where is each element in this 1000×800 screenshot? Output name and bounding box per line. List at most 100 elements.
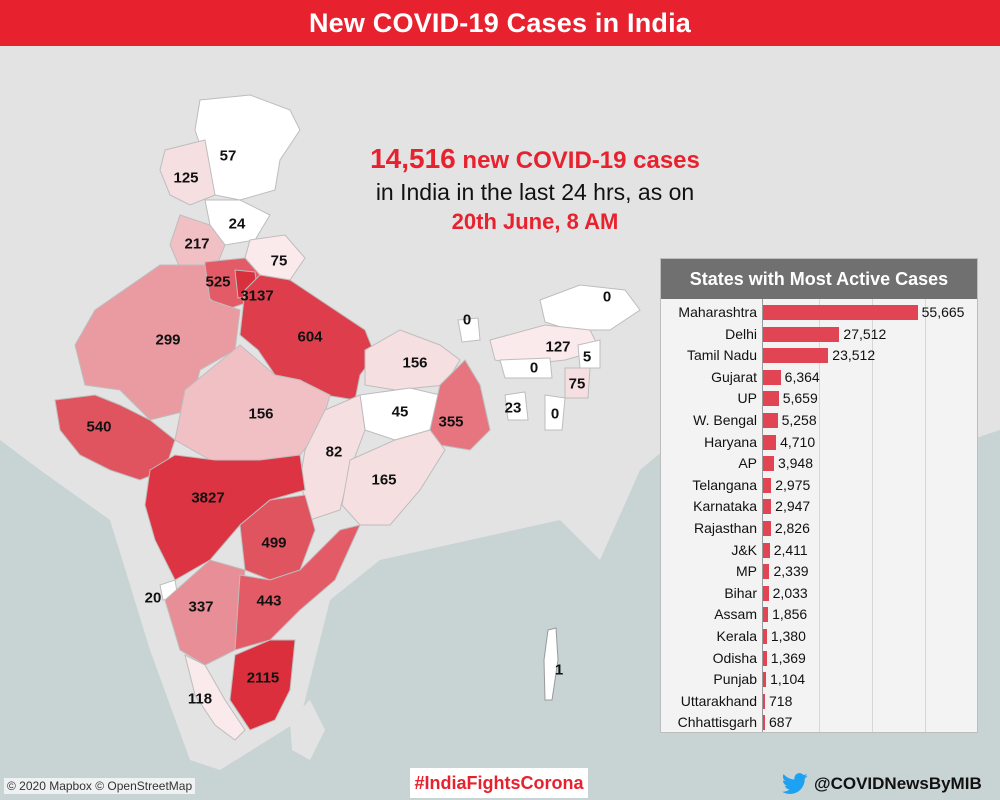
- state-tripura[interactable]: [504, 391, 529, 421]
- bar[interactable]: [763, 434, 777, 450]
- headline-count: 14,516: [370, 143, 456, 174]
- bar[interactable]: [763, 413, 778, 428]
- bar[interactable]: [763, 369, 781, 385]
- state-up[interactable]: [239, 274, 376, 401]
- bar-value-label: 55,665: [921, 304, 965, 320]
- state-jk[interactable]: [159, 139, 216, 206]
- bar-category-label: AP: [738, 455, 757, 472]
- bar-category-label: Punjab: [713, 671, 757, 688]
- label-karnataka: 337: [188, 598, 214, 616]
- label-tamilnadu: 2115: [246, 669, 280, 687]
- bar-category-label: Haryana: [704, 433, 757, 450]
- bar-row: Assam 1,856: [661, 604, 977, 626]
- state-telangana[interactable]: [239, 494, 316, 581]
- bar[interactable]: [763, 693, 765, 709]
- label-up: 604: [297, 328, 323, 346]
- bar-row: Maharashtra 55,665: [661, 302, 977, 324]
- bar[interactable]: [763, 629, 767, 644]
- bar-value-label: 2,411: [773, 541, 808, 558]
- bar-category-label: Karnataka: [693, 498, 757, 515]
- bar-category-label: Assam: [714, 606, 757, 623]
- bar-row: Karnataka 2,947: [661, 496, 977, 518]
- state-manipur[interactable]: [564, 367, 591, 399]
- bar-value-label: 718: [769, 692, 793, 709]
- gridline: [819, 299, 820, 732]
- map-credit[interactable]: © 2020 Mapbox © OpenStreetMap: [4, 778, 196, 794]
- bar-row: Kerala 1,380: [661, 626, 977, 648]
- bar[interactable]: [763, 499, 772, 515]
- bar-row: Uttarakhand 718: [661, 691, 977, 713]
- state-nagaland[interactable]: [577, 339, 601, 369]
- bar-category-label: Kerala: [716, 628, 757, 644]
- headline-line2: in India in the last 24 hrs, as on: [375, 179, 695, 205]
- bar[interactable]: [763, 348, 829, 364]
- bar-category-label: Rajasthan: [693, 520, 757, 536]
- label-maharashtra: 3827: [191, 489, 225, 507]
- label-gujarat: 540: [86, 418, 112, 436]
- bar-row: Tamil Nadu 23,512: [661, 345, 977, 367]
- bar[interactable]: [763, 326, 840, 342]
- active-cases-panel: States with Most Active Cases Maharashtr…: [660, 258, 978, 733]
- page-title-banner: New COVID-19 Cases in India: [0, 0, 1000, 46]
- label-haryana: 525: [205, 273, 231, 291]
- bar-value-label: 1,104: [770, 671, 806, 688]
- twitter-handle[interactable]: @COVIDNewsByMIB: [782, 770, 982, 798]
- state-meghalaya[interactable]: [499, 357, 553, 379]
- bar[interactable]: [763, 521, 771, 536]
- state-rajasthan[interactable]: [74, 264, 241, 421]
- label-nagaland: 5: [582, 348, 592, 366]
- bar-row: Rajasthan 2,826: [661, 518, 977, 540]
- axis-line: [762, 299, 763, 732]
- bar[interactable]: [763, 542, 770, 558]
- bar-row: UP 5,659: [661, 388, 977, 410]
- bar[interactable]: [763, 715, 765, 731]
- bar[interactable]: [763, 477, 772, 493]
- state-kerala[interactable]: [184, 654, 246, 741]
- state-andaman[interactable]: [543, 627, 559, 701]
- bar[interactable]: [763, 650, 767, 666]
- bar-value-label: 3,948: [777, 455, 813, 472]
- bar-value-label: 23,512: [832, 347, 876, 364]
- bar[interactable]: [763, 391, 779, 407]
- bar-category-label: MP: [736, 563, 757, 580]
- active-cases-bar-chart: Maharashtra 55,665 Delhi 27,512 Tamil Nadu 23…: [661, 299, 977, 732]
- state-arunachal[interactable]: [539, 284, 641, 331]
- label-delhi: 3137: [240, 287, 274, 305]
- state-mizoram[interactable]: [544, 394, 566, 431]
- state-tamilnadu[interactable]: [229, 639, 296, 731]
- state-chhattisgarh[interactable]: [299, 394, 366, 521]
- bar[interactable]: [763, 564, 770, 580]
- bar-row: Haryana 4,710: [661, 432, 977, 454]
- state-sikkim[interactable]: [457, 317, 481, 343]
- bar-value-label: 2,033: [772, 584, 808, 601]
- bar[interactable]: [763, 672, 767, 688]
- label-odisha: 165: [371, 471, 397, 489]
- bar-value-label: 5,659: [782, 390, 818, 407]
- bar-value-label: 2,975: [775, 476, 811, 493]
- bar[interactable]: [763, 607, 769, 623]
- label-manipur: 75: [568, 375, 586, 393]
- bar-category-label: Bihar: [724, 584, 757, 601]
- bar-value-label: 5,258: [781, 412, 817, 428]
- bar-value-label: 2,339: [773, 563, 809, 580]
- label-ap: 443: [256, 592, 282, 610]
- headline-line1-rest: new COVID-19 cases: [455, 147, 700, 174]
- bar-row: J&K 2,411: [661, 540, 977, 562]
- bar-value-label: 1,369: [770, 649, 806, 666]
- label-jk: 125: [173, 169, 199, 187]
- bar-category-label: Odisha: [712, 649, 757, 666]
- bar[interactable]: [763, 305, 918, 320]
- label-telangana: 499: [261, 534, 287, 552]
- state-odisha[interactable]: [341, 429, 446, 526]
- label-himachal: 24: [228, 215, 246, 233]
- bar-row: Gujarat 6,364: [661, 367, 977, 389]
- bar-row: Chhattisgarh 687: [661, 712, 977, 734]
- bar-value-label: 6,364: [784, 368, 820, 385]
- label-chhattisgarh: 82: [325, 443, 343, 461]
- state-ap[interactable]: [234, 524, 361, 651]
- bar-value-label: 1,856: [772, 606, 808, 623]
- bar[interactable]: [763, 456, 774, 472]
- bar[interactable]: [763, 585, 769, 601]
- bar-category-label: Telangana: [692, 476, 757, 493]
- label-kerala: 118: [187, 690, 213, 708]
